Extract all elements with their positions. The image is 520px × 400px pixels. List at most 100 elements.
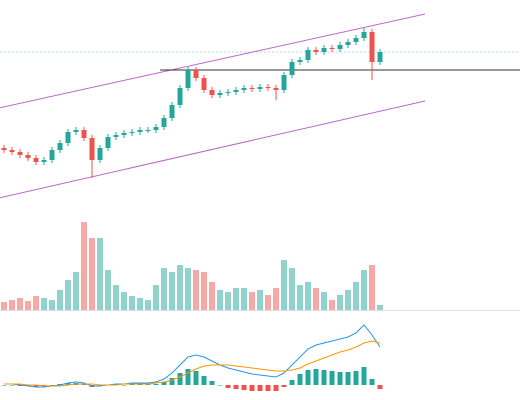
candle-body xyxy=(185,70,191,88)
candle-body xyxy=(65,132,71,143)
macd-hist-bar xyxy=(297,374,303,385)
volume-bar xyxy=(353,282,359,310)
candle-body xyxy=(105,137,111,148)
volume-bar xyxy=(225,292,231,310)
candle-body xyxy=(257,87,263,89)
macd-hist-bar xyxy=(209,381,215,385)
volume-bar xyxy=(161,268,167,310)
volume-bar xyxy=(193,270,199,310)
candle-body xyxy=(161,118,167,127)
volume-bar xyxy=(313,288,319,310)
macd-hist-bar xyxy=(9,385,15,386)
volume-bar xyxy=(137,298,143,310)
candle-body xyxy=(33,158,39,162)
candle-body xyxy=(361,32,367,38)
candle-body xyxy=(121,133,127,135)
candle-body xyxy=(305,50,311,60)
volume-bar xyxy=(185,268,191,310)
macd-hist-bar xyxy=(177,373,183,385)
macd-hist-bar xyxy=(289,380,295,385)
candle-body xyxy=(97,148,103,160)
macd-hist-bar xyxy=(217,385,223,386)
macd-hist-bar xyxy=(121,385,127,386)
volume-bar xyxy=(49,300,55,310)
candle-body xyxy=(137,130,143,132)
candle-body xyxy=(57,143,63,150)
volume-bar xyxy=(121,292,127,310)
macd-hist-bar xyxy=(65,383,71,385)
volume-bar xyxy=(361,270,367,310)
candle-body xyxy=(249,88,255,89)
candle-body xyxy=(113,135,119,137)
macd-hist-bar xyxy=(329,371,335,385)
volume-bar xyxy=(169,272,175,310)
volume-bar xyxy=(201,272,207,310)
volume-bar xyxy=(241,288,247,310)
volume-bar xyxy=(177,265,183,310)
candle-body xyxy=(369,32,375,62)
volume-bar xyxy=(265,295,271,310)
volume-bar xyxy=(65,280,71,310)
candle-body xyxy=(1,148,7,150)
volume-bar xyxy=(9,300,15,310)
macd-hist-bar xyxy=(169,378,175,385)
channel-lower xyxy=(0,100,426,199)
volume-bar xyxy=(129,296,135,310)
macd-hist-bar xyxy=(153,384,159,385)
macd-hist-bar xyxy=(233,385,239,389)
macd-hist-bar xyxy=(249,385,255,391)
candle-body xyxy=(169,105,175,118)
macd-dea-line xyxy=(4,340,381,387)
macd-hist-bar xyxy=(49,385,55,386)
candle-body xyxy=(321,48,327,52)
candle-body xyxy=(129,132,135,133)
channel-upper xyxy=(0,13,426,109)
candle-body xyxy=(193,70,199,78)
macd-hist-bar xyxy=(353,371,359,385)
candle-body xyxy=(25,155,31,158)
volume-bar xyxy=(209,282,215,310)
candle-body xyxy=(313,50,319,52)
macd-hist-bar xyxy=(305,370,311,385)
macd-hist-bar xyxy=(337,372,343,385)
volume-bar xyxy=(97,238,103,310)
volume-bar xyxy=(105,270,111,310)
volume-bar xyxy=(329,300,335,310)
candle-body xyxy=(241,88,247,90)
candle-body xyxy=(353,38,359,42)
macd-hist-bar xyxy=(361,367,367,385)
candle-body xyxy=(145,130,151,131)
volume-bar xyxy=(273,288,279,310)
macd-hist-bar xyxy=(33,385,39,387)
candle-body xyxy=(81,130,87,138)
macd-hist-bar xyxy=(225,385,231,388)
volume-bar xyxy=(73,272,79,310)
macd-hist-bar xyxy=(369,379,375,385)
macd-hist-bar xyxy=(377,385,383,389)
volume-bar xyxy=(305,282,311,310)
candle-body xyxy=(17,152,23,155)
macd-hist-bar xyxy=(193,371,199,385)
candle-body xyxy=(273,88,279,90)
volume-bar xyxy=(25,301,31,310)
candle-body xyxy=(225,92,231,93)
volume-bar xyxy=(33,296,39,310)
macd-hist-bar xyxy=(265,385,271,391)
candle-body xyxy=(337,45,343,49)
volume-bar xyxy=(289,268,295,310)
volume-bar xyxy=(377,305,383,310)
volume-bar xyxy=(257,290,263,310)
volume-bar xyxy=(345,290,351,310)
candle-body xyxy=(73,130,79,132)
volume-bar xyxy=(41,298,47,310)
volume-bar xyxy=(57,290,63,310)
candle-body xyxy=(289,62,295,75)
macd-dif-line xyxy=(4,324,381,388)
macd-hist-bar xyxy=(345,372,351,385)
candle-body xyxy=(233,90,239,92)
macd-hist-bar xyxy=(273,385,279,391)
volume-bar xyxy=(337,295,343,310)
macd-hist-bar xyxy=(257,385,263,391)
candle-body xyxy=(217,93,223,95)
